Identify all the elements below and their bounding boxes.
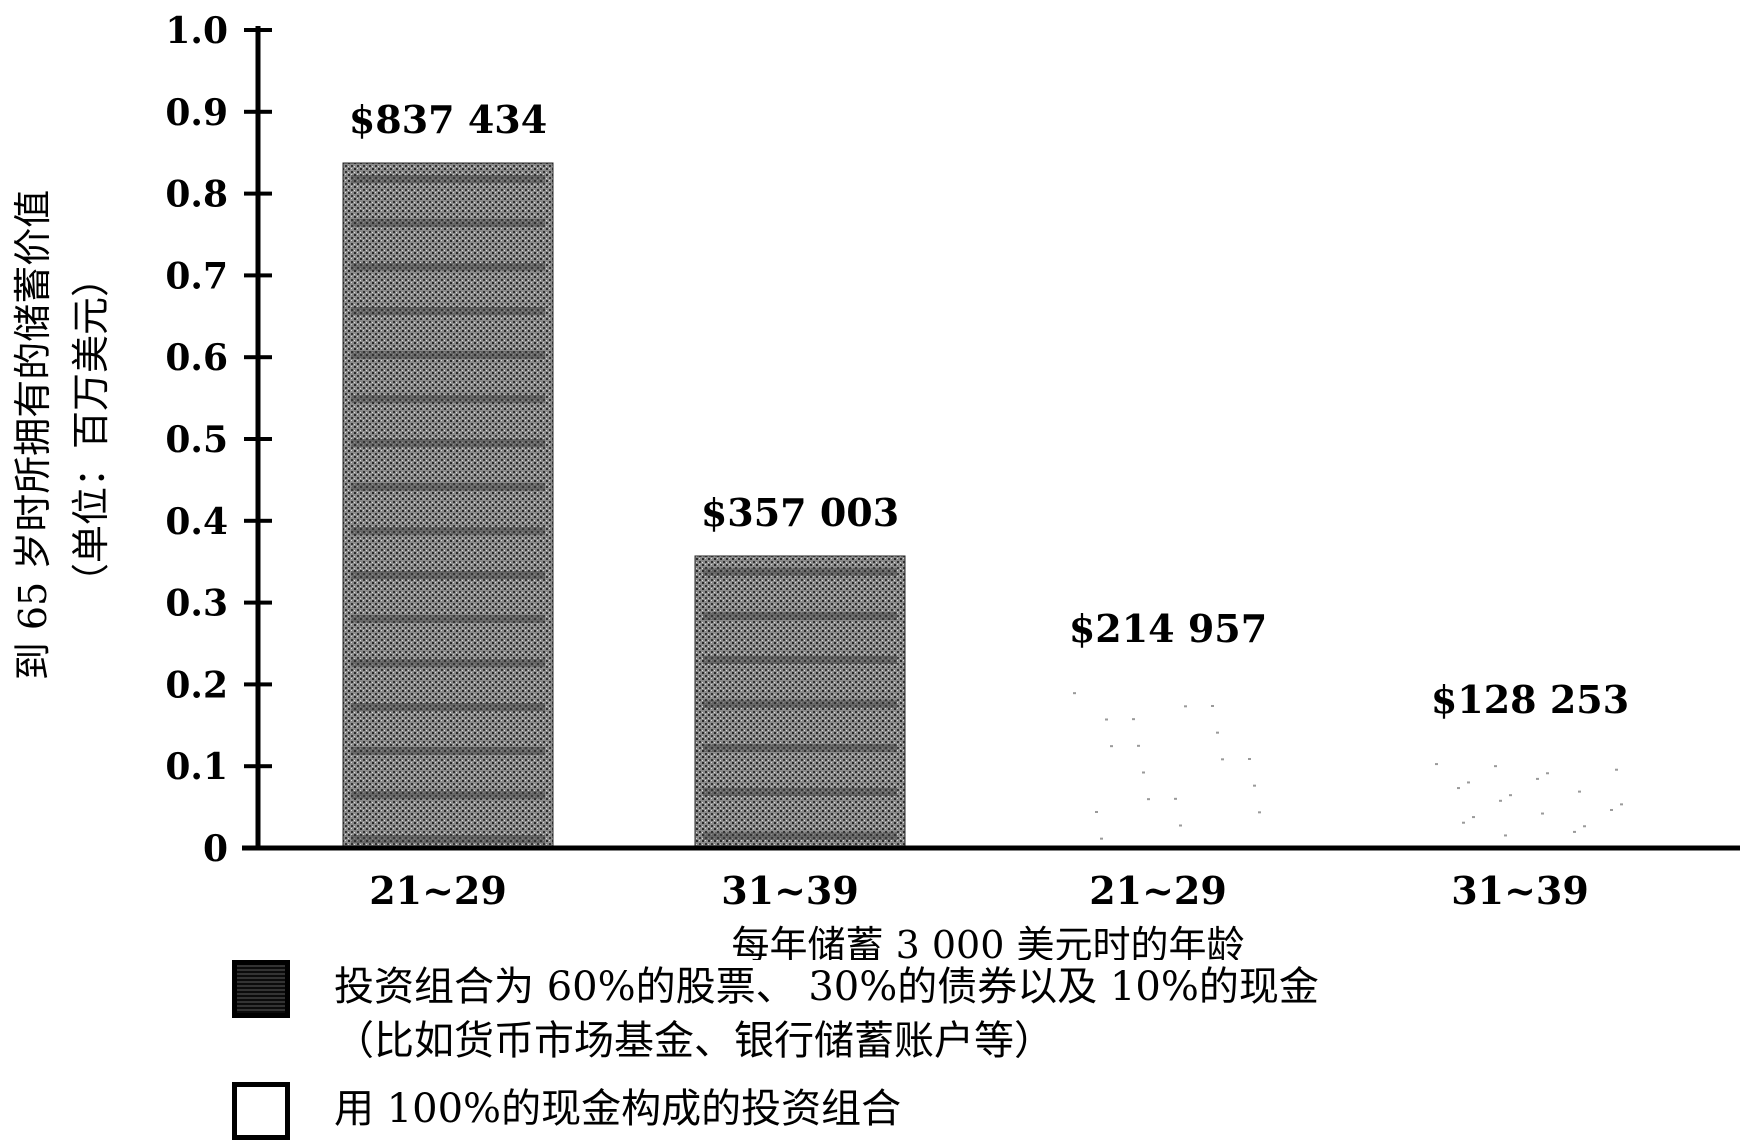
bars: $837 434 $357 003 $214 957 $128 253	[342, 97, 1635, 849]
bar-texture	[351, 526, 545, 535]
bar-speckle	[1095, 810, 1098, 813]
bar-texture	[351, 746, 545, 755]
y-tick-label: 0.5	[165, 419, 228, 461]
x-axis: 21~29 31~39 21~29 31~39	[242, 845, 1740, 913]
bar-texture	[351, 570, 545, 579]
bar-speckle	[1610, 808, 1613, 811]
bar-texture	[351, 482, 545, 491]
legend-label-line-2: （比如货币市场基金、银行储蓄账户等）	[334, 1018, 1054, 1064]
bar-texture	[351, 218, 545, 227]
y-tick-label: 0.7	[165, 255, 228, 297]
bar-value-label: $214 957	[1069, 606, 1267, 651]
bar-speckle	[1457, 787, 1460, 790]
bar-speckle	[1504, 834, 1507, 837]
bar-texture	[351, 350, 545, 359]
x-axis-title: 每年储蓄 3 000 美元时的年龄	[732, 923, 1245, 960]
bar-speckle	[1110, 745, 1113, 748]
bar-speckle	[1435, 763, 1438, 766]
bar-speckle	[1211, 704, 1214, 707]
bar-speckle	[1248, 757, 1251, 760]
mixed-portfolio-swatch	[232, 960, 290, 1018]
bar-texture	[351, 790, 545, 799]
bar-speckle	[1541, 812, 1544, 815]
legend-label-line-1: 投资组合为 60%的股票、 30%的债券以及 10%的现金	[334, 964, 1319, 1010]
legend-item-mixed-portfolio: 投资组合为 60%的股票、 30%的债券以及 10%的现金 （比如货币市场基金、…	[232, 960, 1712, 1068]
bar-speckle	[1472, 816, 1475, 819]
bar-speckle	[1536, 777, 1539, 780]
bar-texture	[351, 438, 545, 447]
legend-label-cash-portfolio: 用 100%的现金构成的投资组合	[334, 1086, 902, 1132]
y-axis: 0 0.1 0.2 0.3 0.4 0.5 0.6 0.7 0.8 0.9 1.0	[165, 10, 272, 870]
y-tick-label: 0.9	[165, 92, 228, 134]
y-tick-label: 0.1	[165, 746, 228, 788]
bar-speckle	[1216, 731, 1219, 734]
bar-speckle	[1073, 692, 1076, 695]
bar-speckle	[1105, 718, 1108, 721]
bar-texture	[351, 262, 545, 271]
bar-speckle	[1258, 811, 1261, 814]
bar-mixed-0	[342, 162, 554, 849]
bar-cash-3	[1425, 743, 1635, 848]
y-axis-unit: （单位：百万美元）	[69, 259, 113, 601]
bar-texture	[703, 655, 897, 664]
y-tick-label: 0.2	[165, 664, 228, 706]
bar-texture	[351, 702, 545, 711]
savings-bar-chart: 0 0.1 0.2 0.3 0.4 0.5 0.6 0.7 0.8 0.9 1.0 $837 434…	[11, 10, 1740, 960]
bar-speckle	[1499, 799, 1502, 802]
bar-speckle	[1467, 781, 1470, 784]
x-category-label: 31~39	[1451, 868, 1589, 913]
bar-texture	[351, 658, 545, 667]
cash-portfolio-swatch	[232, 1082, 290, 1140]
x-category-label: 21~29	[369, 868, 507, 913]
bar-speckle	[1100, 837, 1103, 840]
bar-texture	[703, 611, 897, 620]
bar-mixed-1	[694, 555, 906, 849]
bar-speckle	[1147, 798, 1150, 801]
legend: 投资组合为 60%的股票、 30%的债券以及 10%的现金 （比如货币市场基金、…	[232, 960, 1712, 1146]
y-tick-label: 0.6	[165, 337, 228, 379]
bar-texture	[703, 831, 897, 840]
bar-texture	[351, 306, 545, 315]
y-tick-label: 0	[203, 828, 228, 870]
bar-speckle	[1184, 705, 1187, 708]
bar-speckle	[1174, 797, 1177, 800]
bar-value-label: $128 253	[1431, 677, 1629, 722]
legend-item-cash-portfolio: 用 100%的现金构成的投资组合	[232, 1082, 1712, 1140]
bar-speckle	[1132, 718, 1135, 721]
y-tick-label: 0.8	[165, 174, 228, 216]
bar-speckle	[1578, 790, 1581, 793]
legend-label-mixed-portfolio: 投资组合为 60%的股票、 30%的债券以及 10%的现金 （比如货币市场基金、…	[334, 960, 1319, 1068]
bar-texture	[351, 394, 545, 403]
bar-texture	[703, 743, 897, 752]
bar-value-label: $357 003	[701, 490, 899, 535]
bar-speckle	[1494, 765, 1497, 768]
y-tick-label: 0.4	[165, 501, 228, 543]
bar-speckle	[1142, 771, 1145, 774]
x-category-label: 31~39	[721, 868, 859, 913]
bar-texture	[351, 174, 545, 183]
bar-speckle	[1546, 772, 1549, 775]
bar-texture	[703, 787, 897, 796]
bar-texture	[351, 834, 545, 843]
bar-speckle	[1573, 830, 1576, 833]
bar-speckle	[1583, 825, 1586, 828]
bar-texture	[351, 614, 545, 623]
bar-speckle	[1179, 824, 1182, 827]
bar-speckle	[1253, 784, 1256, 787]
y-axis-title: 到 65 岁时所拥有的储蓄价值	[11, 190, 55, 681]
bar-speckle	[1221, 758, 1224, 761]
bar-speckle	[1137, 744, 1140, 747]
bar-speckle	[1462, 821, 1465, 824]
y-tick-label: 0.3	[165, 583, 228, 625]
bar-value-label: $837 434	[349, 97, 547, 142]
bar-texture	[703, 567, 897, 576]
y-tick-label: 1.0	[165, 10, 228, 52]
bar-speckle	[1615, 768, 1618, 771]
bar-speckle	[1509, 794, 1512, 797]
bar-cash-2	[1063, 672, 1273, 848]
bar-speckle	[1620, 803, 1623, 806]
bar-texture	[703, 699, 897, 708]
x-category-label: 21~29	[1089, 868, 1227, 913]
